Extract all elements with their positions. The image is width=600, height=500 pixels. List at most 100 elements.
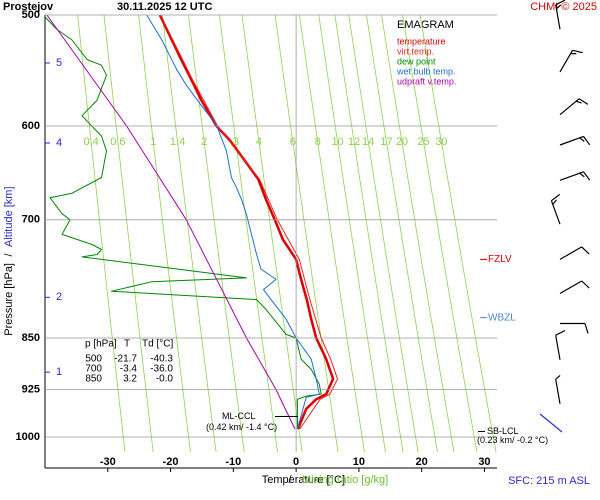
altitude-tick-label: 4 [56, 137, 62, 149]
wind-barb [559, 49, 583, 73]
table-header: T [124, 339, 130, 350]
mixing-ratio-line [188, 15, 245, 452]
profile-line [45, 16, 322, 429]
mixing-ratio-label: 8 [315, 136, 321, 148]
table-cell: 3.2 [123, 374, 137, 385]
wind-barb [559, 135, 591, 146]
mixing-ratio-line [162, 15, 217, 452]
table-cell: 850 [85, 374, 102, 385]
wind-barb [555, 374, 561, 404]
mixing-ratio-label: 6 [290, 136, 296, 148]
mixing-ratio-line [218, 15, 279, 452]
legend-entry: wet bulb temp. [396, 66, 456, 76]
y-axis-label: Pressure [hPa] [3, 263, 15, 336]
mixing-ratio-label: 4 [256, 136, 262, 148]
mixing-ratio-line [274, 15, 339, 452]
mixing-ratio-label: 3 [233, 136, 239, 148]
x-tick-label: -10 [225, 456, 241, 468]
storm-motion-arrow [539, 413, 563, 433]
x-axis-separator: / [288, 474, 292, 486]
wind-barb [559, 280, 590, 295]
profile-line [46, 15, 296, 430]
mixing-ratio-line [366, 15, 438, 452]
table-cell: -40.3 [150, 354, 173, 365]
x-tick-label: 30 [478, 456, 490, 468]
mixing-ratio-line [381, 15, 455, 452]
level-label: WBZL [488, 312, 516, 323]
mixing-ratio-line [77, 15, 126, 452]
mixing-ratio-label: 17 [380, 136, 392, 148]
table-header: Td [°C] [142, 339, 173, 350]
wind-barb [559, 98, 589, 116]
mixing-ratio-label: 1 [150, 136, 156, 148]
mixing-ratio-label: 20 [396, 136, 408, 148]
y-axis-separator: / [3, 253, 15, 257]
mixing-ratio-line [138, 15, 191, 452]
surface-note: SFC: 215 m ASL [508, 475, 590, 487]
y-tick-label: 600 [22, 120, 40, 132]
mixing-ratio-line [318, 15, 386, 452]
mixing-ratio-label: 0.6 [110, 136, 125, 148]
table-cell: -36.0 [150, 364, 173, 375]
mixing-ratio-line [419, 15, 497, 452]
mixing-ratio-label: 2 [201, 136, 207, 148]
profile-line [158, 15, 335, 430]
x-tick-label: 10 [353, 456, 365, 468]
wind-barb [555, 0, 566, 30]
y-tick-label: 925 [22, 383, 40, 395]
table-cell: -0.0 [156, 374, 174, 385]
mixing-ratio-label: 30 [435, 136, 447, 148]
wind-barb [560, 322, 589, 334]
table-cell: 500 [85, 354, 102, 365]
y-axis-label-group: Pressure [hPa] / Altitude [km] [3, 186, 15, 335]
legend-entry: temperature [397, 36, 446, 46]
x-tick-label: 0 [293, 456, 299, 468]
mixing-ratio-line [241, 15, 303, 452]
x-axis-label-mix: Mixing ratio [g/kg] [302, 474, 388, 486]
table-header: p [hPa] [85, 339, 117, 350]
chart-subtitle: 30.11.2025 12 UTC [117, 1, 212, 13]
ml-ccl-label: ML-CCL [222, 411, 256, 421]
altitude-tick-label: 2 [56, 291, 62, 303]
mixing-ratio-line [334, 15, 404, 452]
mixing-ratio-line [348, 15, 419, 452]
legend-title: EMAGRAM [397, 19, 454, 31]
mixing-ratio-label: 10 [331, 136, 343, 148]
chart-title: Prostejov [3, 1, 54, 13]
mixing-ratio-label: 1.4 [170, 136, 185, 148]
x-tick-label: -20 [163, 456, 179, 468]
table-cell: -3.4 [120, 364, 138, 375]
wind-barb [550, 193, 561, 225]
y-tick-label: 500 [22, 9, 40, 21]
mixing-ratio-label: 14 [362, 136, 374, 148]
mixing-ratio-line [103, 15, 154, 452]
x-tick-label: 20 [416, 456, 428, 468]
wind-barb [555, 329, 566, 360]
level-label: FZLV [488, 254, 512, 265]
legend-entry: udpraft v.temp. [397, 76, 456, 86]
legend-entry: virt.temp. [397, 46, 434, 56]
altitude-tick-label: 1 [56, 366, 62, 378]
mixing-ratio-line [299, 15, 365, 452]
mixing-ratio-label: 12 [348, 136, 360, 148]
ml-ccl-detail: (0.42 km/ -1.4 °C) [206, 422, 277, 432]
altitude-tick-label: 5 [56, 57, 62, 69]
y-tick-label: 700 [22, 214, 40, 226]
sb-lcl-label: SB-LCL [487, 426, 519, 436]
y-axis-label-alt: Altitude [km] [3, 186, 15, 247]
mixing-ratio-label: 25 [417, 136, 429, 148]
mixing-ratio-line [402, 15, 478, 452]
table-cell: -21.7 [114, 354, 137, 365]
table-cell: 700 [85, 364, 102, 375]
credit: CHMI © 2025 [530, 1, 597, 13]
sb-lcl-detail: (0.23 km/ -0.2 °C) [477, 435, 548, 445]
legend-entry: dew point [397, 56, 436, 66]
y-tick-label: 1000 [16, 431, 40, 443]
profile-line [146, 15, 320, 430]
x-tick-label: -30 [100, 456, 116, 468]
mixing-ratio-label: 0.4 [83, 136, 98, 148]
wind-barb [559, 171, 591, 181]
x-axis-label: Temperature [°C] [262, 474, 345, 486]
y-tick-label: 850 [22, 332, 40, 344]
